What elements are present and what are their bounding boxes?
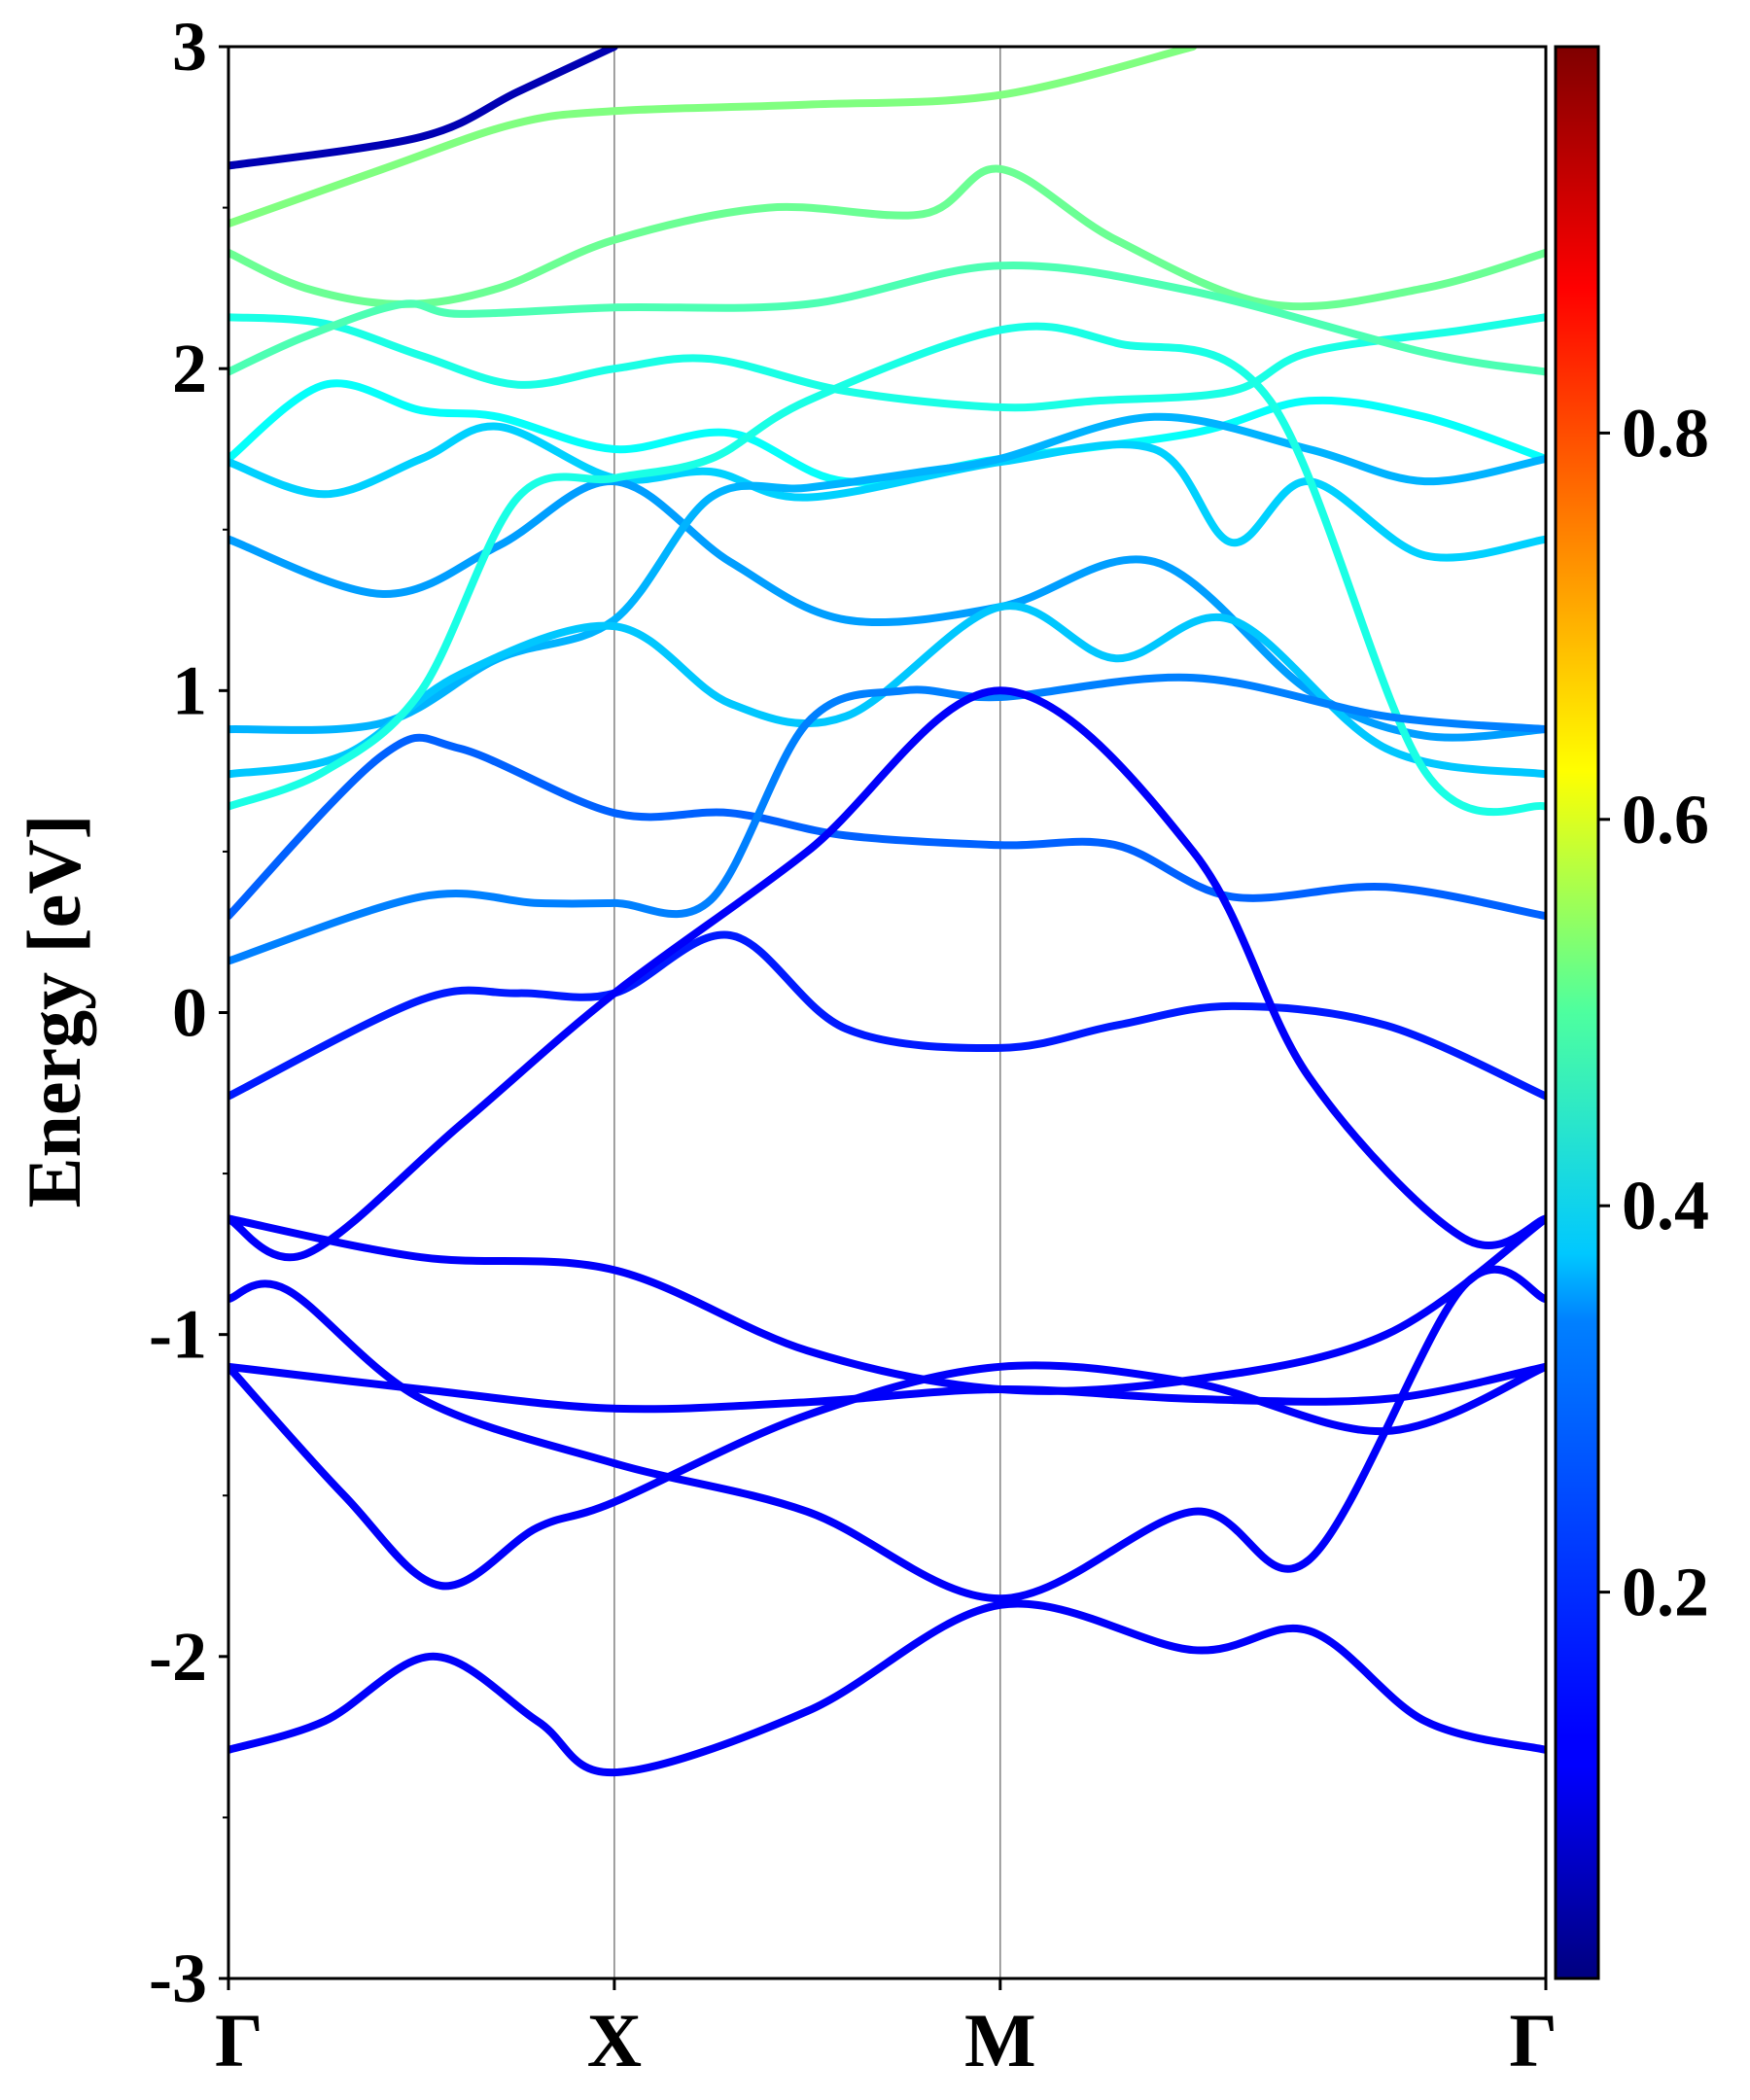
y-tick-label: -2 [149, 1618, 207, 1696]
band-line-16 [228, 1214, 1546, 1395]
y-tick-label: 3 [172, 8, 207, 86]
y-tick-label: 0 [172, 974, 207, 1052]
band-line-18 [228, 1362, 1546, 1414]
band-line-4 [228, 313, 1546, 412]
y-tick-label: 2 [172, 330, 207, 407]
band-line-5 [228, 261, 1546, 376]
y-axis-ticks: -3 -2 -1 0 1 2 3 [149, 8, 228, 2017]
band-line-7 [228, 422, 1546, 562]
colorbar-ticks: 0.2 0.4 0.6 0.8 [1598, 394, 1709, 1631]
band-line-13 [228, 673, 1546, 965]
bands-group [228, 47, 1546, 1777]
band-line-17 [228, 1265, 1546, 1603]
y-axis-label: Energy [eV] [12, 814, 96, 1208]
band-line-1 [228, 47, 618, 170]
band-line-14 [228, 930, 1546, 1101]
band-line-10 [228, 602, 1546, 779]
band-line-2 [228, 47, 1198, 228]
band-line-19 [228, 1361, 1546, 1591]
y-tick-label: -3 [149, 1940, 207, 2017]
colorbar [1554, 45, 1600, 1980]
band-line-11 [228, 322, 1546, 817]
k-point-label: Γ [1509, 1998, 1558, 2082]
band-line-12 [228, 733, 1546, 921]
band-line-6 [228, 379, 1546, 486]
k-point-lines [613, 47, 1001, 1978]
colorbar-tick-label: 0.4 [1622, 1167, 1709, 1244]
band-line-20 [228, 1599, 1546, 1777]
band-line-15 [228, 686, 1546, 1262]
colorbar-tick-label: 0.2 [1622, 1554, 1709, 1631]
k-point-label: X [587, 1998, 642, 2082]
y-tick-label: -1 [149, 1296, 207, 1374]
colorbar-tick-label: 0.8 [1622, 394, 1709, 472]
y-tick-label: 1 [172, 651, 207, 729]
k-point-label: M [964, 1998, 1036, 2082]
colorbar-tick-label: 0.6 [1622, 781, 1709, 858]
k-point-label: Γ [215, 1998, 263, 2082]
